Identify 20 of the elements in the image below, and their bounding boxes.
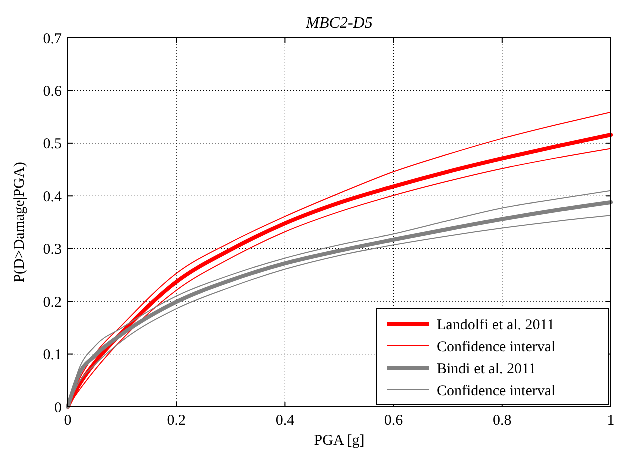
y-tick-label: 0.3 [43, 242, 62, 258]
x-tick-label: 0.2 [167, 413, 186, 429]
y-tick-label: 0.6 [43, 84, 62, 100]
legend-label: Bindi et al. 2011 [437, 361, 536, 378]
x-tick-label: 1 [607, 413, 615, 429]
y-tick-label: 0.7 [43, 31, 62, 48]
y-tick-label: 0.4 [43, 189, 62, 206]
y-tick-label: 0.5 [43, 136, 62, 153]
x-tick-label: 0.6 [384, 413, 404, 429]
legend-label: Confidence interval [437, 383, 556, 400]
x-tick-label: 0.4 [276, 413, 296, 429]
legend-label: Confidence interval [437, 339, 556, 356]
x-tick-label: 0.8 [493, 413, 512, 429]
y-axis-title: P(D>Damage|PGA) [12, 162, 28, 283]
y-tick-label: 0.1 [43, 348, 62, 364]
y-tick-label: 0.2 [43, 294, 62, 311]
x-axis-title: PGA [g] [314, 433, 365, 449]
legend-label: Landolfi et al. 2011 [437, 317, 555, 334]
chart-title: MBC2-D5 [305, 15, 373, 32]
y-tick-label: 0 [54, 400, 62, 416]
